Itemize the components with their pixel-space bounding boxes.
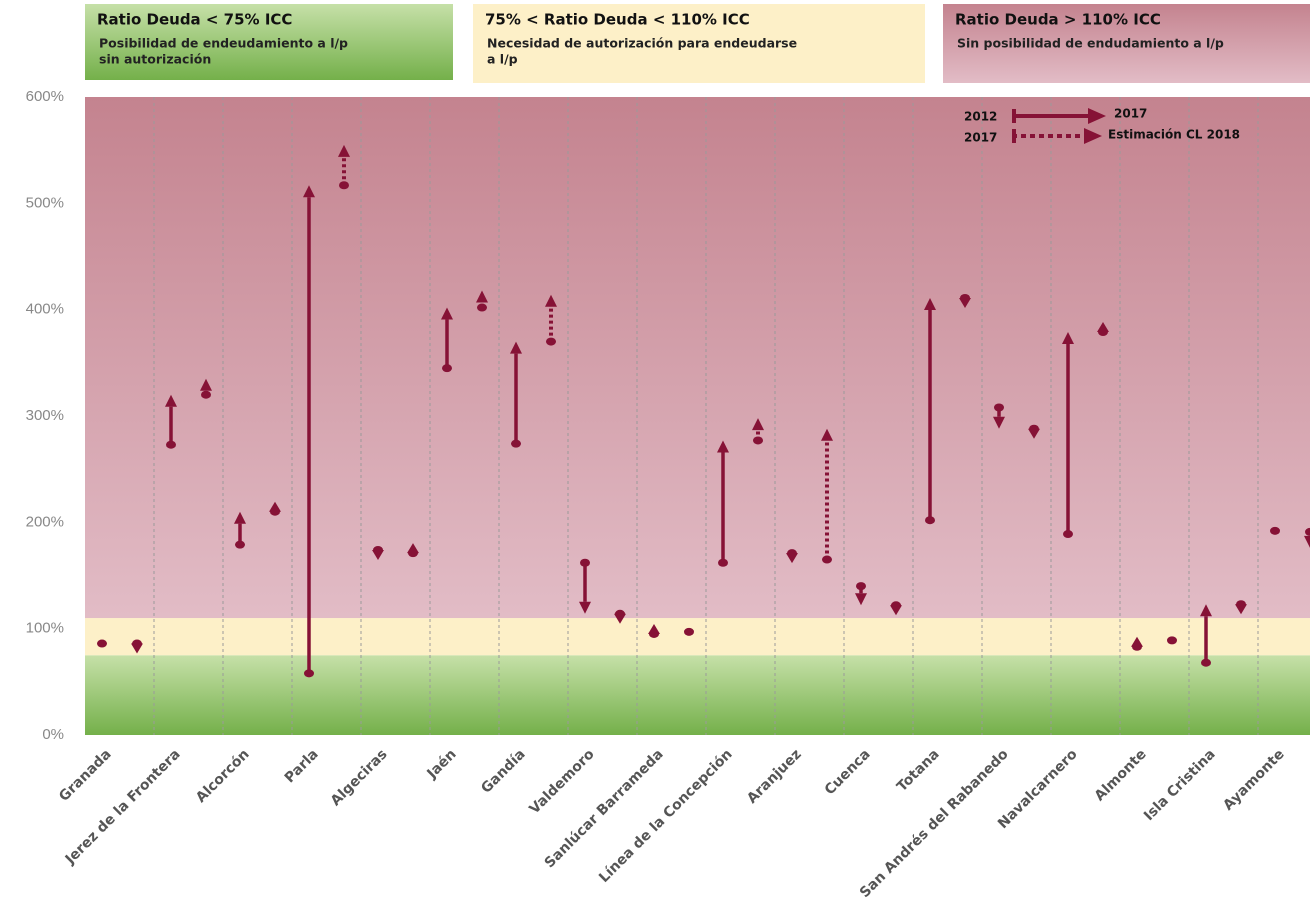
arrow-head: [959, 297, 971, 308]
legend-label: Estimación CL 2018: [1108, 128, 1240, 142]
x-tick-label: Cuenca: [822, 746, 874, 798]
x-tick-label: Almonte: [1092, 746, 1150, 804]
x-tick-label: Gandía: [478, 746, 528, 796]
arrow-head: [752, 418, 764, 431]
arrow-head: [545, 294, 557, 307]
arrow-head: [1200, 604, 1212, 617]
banner-text: sin autorización: [99, 52, 211, 67]
x-tick-label: Alcorcón: [193, 746, 253, 806]
x-tick-label: Sanlúcar Barrameda: [542, 746, 667, 871]
y-tick-label: 300%: [26, 407, 64, 424]
arrow-head: [165, 394, 177, 407]
start-dot: [1167, 636, 1177, 645]
arrow-head: [1131, 636, 1143, 647]
legend-head: [1088, 108, 1106, 124]
arrow-head: [1235, 604, 1247, 615]
banner: [473, 4, 925, 83]
start-dot: [1270, 526, 1280, 535]
y-tick-label: 0%: [42, 726, 64, 743]
arrow-head: [510, 341, 522, 354]
banner: [943, 4, 1310, 83]
banner-title: 75% < Ratio Deuda < 110% ICC: [485, 11, 750, 29]
banner-title: Ratio Deuda < 75% ICC: [97, 11, 292, 29]
arrow-head: [648, 623, 660, 634]
arrow-head: [993, 416, 1005, 429]
banner-text: Sin posibilidad de endudamiento a l/p: [957, 36, 1224, 51]
banner-text: Posibilidad de endeudamiento a l/p: [99, 36, 348, 51]
banner-text: Necesidad de autorización para endeudars…: [487, 36, 797, 51]
band: [85, 618, 1310, 656]
x-tick-label: Totana: [894, 746, 943, 795]
arrow-head: [234, 511, 246, 524]
x-tick-label: Parla: [282, 746, 322, 786]
banner-title: Ratio Deuda > 110% ICC: [955, 11, 1161, 29]
x-tick-label: Jerez de la Frontera: [62, 746, 184, 868]
arrow-head: [855, 593, 867, 606]
arrow-head: [200, 378, 212, 391]
arrow-head: [717, 440, 729, 453]
band: [85, 655, 1310, 735]
arrow-head: [303, 185, 315, 198]
y-tick-label: 100%: [26, 620, 64, 637]
arrow-head: [269, 501, 281, 512]
arrow-head: [372, 549, 384, 560]
arrow-head: [786, 553, 798, 564]
y-tick-label: 600%: [26, 88, 64, 105]
legend-label: 2017: [1114, 107, 1147, 121]
arrow-head: [821, 428, 833, 441]
arrow-head: [441, 307, 453, 320]
y-tick-label: 200%: [26, 513, 64, 530]
arrow-head: [476, 290, 488, 303]
banner: [85, 4, 453, 80]
start-dot: [684, 627, 694, 636]
band: [85, 97, 1310, 619]
x-tick-label: Algeciras: [328, 746, 391, 809]
arrow-head: [407, 543, 419, 554]
arrow-head: [924, 297, 936, 310]
y-tick-label: 400%: [26, 301, 64, 318]
x-tick-label: Línea de la Concepción: [596, 746, 736, 886]
arrow-head: [614, 613, 626, 624]
legend-head: [1084, 128, 1102, 144]
arrow-head: [131, 643, 143, 654]
legend-label: 2017: [964, 131, 997, 145]
x-tick-label: Isla Cristina: [1141, 746, 1219, 824]
x-tick-label: Ayamonte: [1220, 746, 1287, 813]
arrow-head: [1028, 428, 1040, 439]
x-tick-label: Jaén: [424, 746, 460, 782]
x-tick-label: San Andrés del Rabanedo: [857, 746, 1012, 901]
x-tick-label: Valdemoro: [527, 746, 598, 817]
arrow-head: [579, 601, 591, 614]
legend-label: 2012: [964, 110, 997, 124]
arrow-head: [890, 605, 902, 616]
arrow-head: [1062, 331, 1074, 344]
arrow-head: [338, 144, 350, 157]
banner-text: a l/p: [487, 52, 518, 67]
arrow-head: [1097, 321, 1109, 332]
arrow-head: [1304, 535, 1310, 548]
y-tick-label: 500%: [26, 194, 64, 211]
start-dot: [97, 639, 107, 648]
x-tick-label: Aranjuez: [744, 746, 805, 807]
x-tick-label: Granada: [56, 746, 115, 805]
